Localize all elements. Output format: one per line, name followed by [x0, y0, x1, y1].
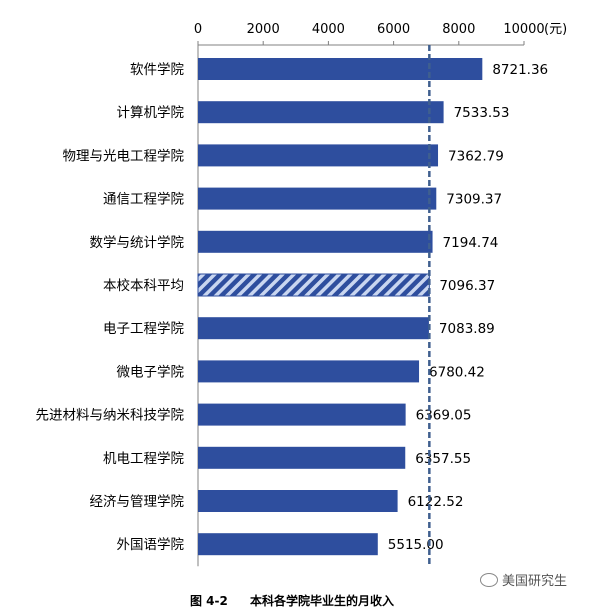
category-label: 微电子学院	[117, 364, 185, 380]
data-label: 6357.55	[415, 451, 471, 467]
category-label: 电子工程学院	[103, 321, 184, 337]
bar	[198, 144, 439, 167]
bar	[198, 58, 483, 80]
bar	[198, 533, 378, 556]
data-label: 7309.37	[446, 192, 502, 208]
category-label: 外国语学院	[117, 537, 185, 553]
data-label: 7362.79	[448, 148, 504, 164]
data-label: 6780.42	[429, 364, 485, 380]
x-axis: 0 2000 4000 6000 8000 10000 (元)	[194, 22, 567, 567]
average-bar	[197, 273, 430, 297]
x-tick-label: 2000	[247, 22, 280, 37]
bar	[198, 490, 398, 512]
category-label: 机电工程学院	[103, 451, 184, 467]
bar	[198, 317, 429, 340]
figure-number: 图 4-2	[190, 594, 228, 608]
watermark-text: 美国研究生	[502, 574, 568, 589]
category-label: 通信工程学院	[103, 192, 184, 208]
data-label: 7194.74	[443, 235, 499, 251]
figure-caption: 图 4-2 本科各学院毕业生的月收入	[0, 588, 606, 608]
bar	[198, 446, 406, 469]
category-labels: 软件学院计算机学院物理与光电工程学院通信工程学院数学与统计学院本校本科平均电子工…	[36, 62, 185, 553]
bars	[197, 58, 483, 556]
category-label: 计算机学院	[117, 105, 185, 121]
bar	[198, 101, 444, 124]
data-label: 8721.36	[492, 62, 548, 78]
data-label: 7083.89	[439, 321, 495, 337]
wechat-icon	[480, 572, 498, 587]
x-axis-unit: (元)	[544, 22, 567, 37]
bar	[198, 187, 437, 210]
x-tick-label: 8000	[442, 22, 475, 37]
figure-title: 本科各学院毕业生的月收入	[250, 594, 395, 608]
category-label: 经济与管理学院	[90, 494, 185, 510]
data-label: 7533.53	[454, 105, 510, 121]
category-label: 先进材料与纳米科技学院	[36, 408, 185, 424]
x-tick-label: 10000	[503, 22, 544, 37]
bar	[198, 403, 406, 426]
category-label: 物理与光电工程学院	[63, 148, 185, 164]
value-labels: 8721.36 7533.53 7362.79 7309.37 7194.74 7096.…	[388, 62, 548, 553]
watermark: 美国研究生	[480, 570, 567, 589]
data-label: 6122.52	[408, 494, 464, 510]
data-label: 5515.00	[388, 537, 444, 553]
category-label: 软件学院	[130, 62, 184, 78]
x-tick-label: 6000	[377, 22, 410, 37]
bar	[198, 230, 433, 253]
category-label: 数学与统计学院	[90, 235, 185, 251]
x-tick-label: 4000	[312, 22, 345, 37]
category-label: 本校本科平均	[103, 277, 184, 294]
data-label: 6369.05	[416, 408, 472, 424]
chart-svg: 0 2000 4000 6000 8000 10000 (元) 软件学院计算机学院物理与光电…	[36, 22, 567, 567]
bar	[198, 360, 420, 383]
x-tick-label: 0	[194, 22, 202, 37]
data-label: 7096.37	[439, 278, 495, 294]
